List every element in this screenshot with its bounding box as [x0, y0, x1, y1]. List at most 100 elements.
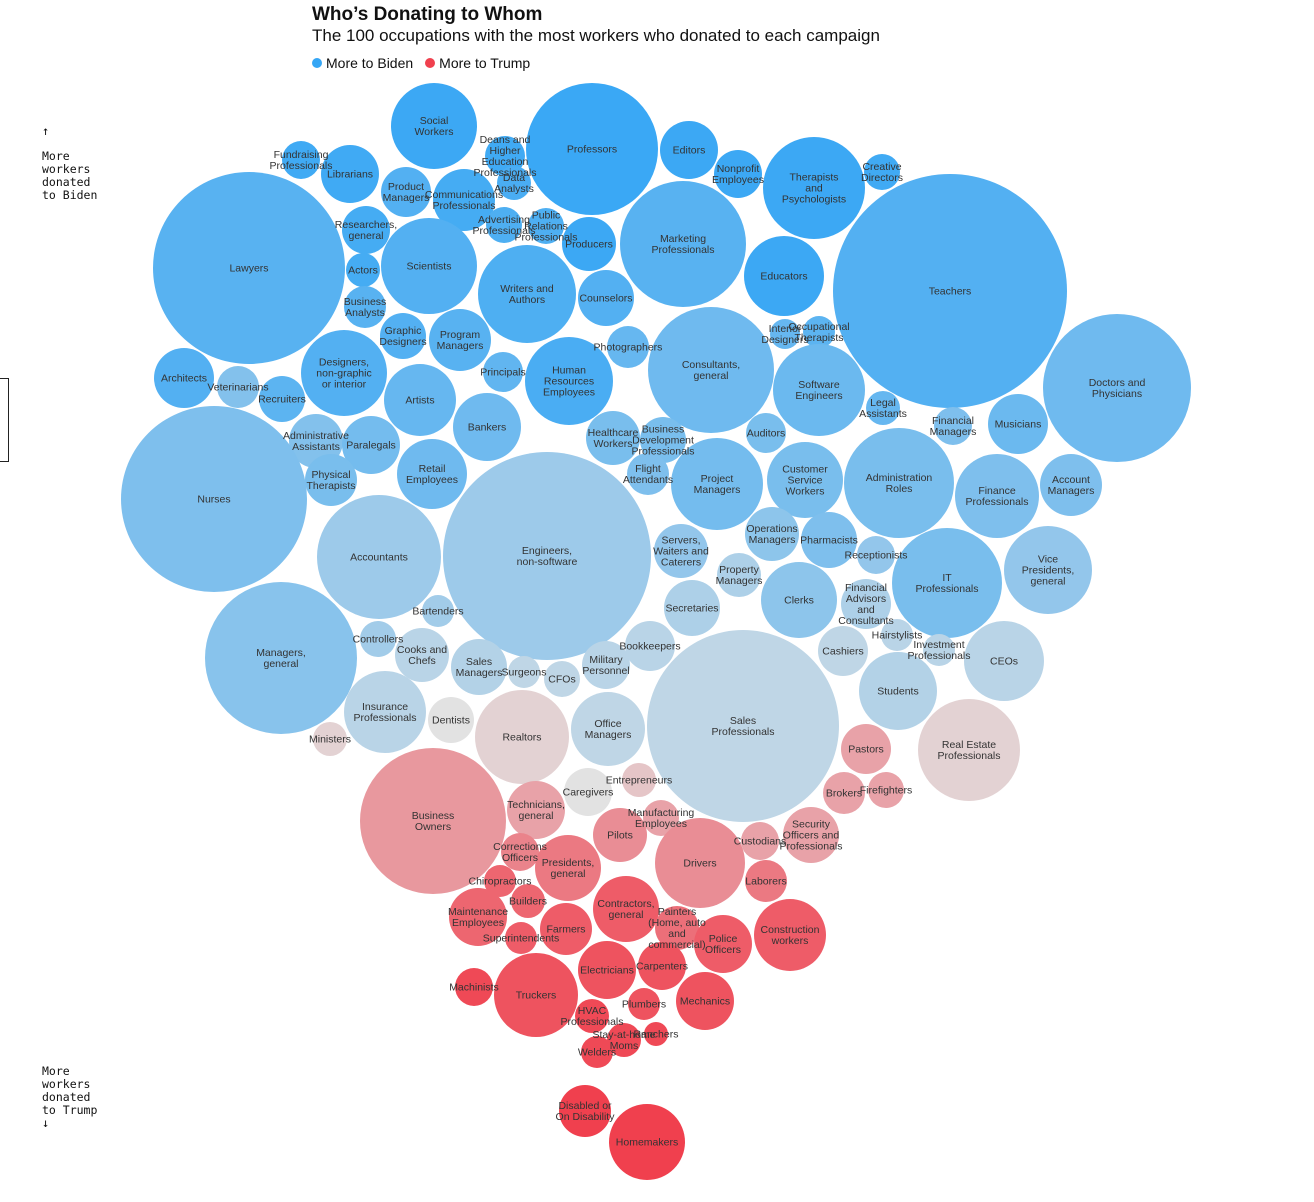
bubble-homemakers[interactable] — [609, 1104, 685, 1180]
bubble-photographers[interactable] — [607, 326, 649, 368]
bubble-occupational-therapists[interactable] — [803, 316, 835, 348]
bubble-finance-professionals[interactable] — [955, 454, 1039, 538]
bubble-auditors[interactable] — [746, 413, 786, 453]
bubble-program-managers[interactable] — [429, 309, 491, 371]
bubble-property-managers[interactable] — [717, 553, 761, 597]
bubble-architects[interactable] — [154, 348, 214, 408]
bubble-therapists-and-psychologists[interactable] — [763, 137, 865, 239]
bubble-interior-designers[interactable] — [770, 319, 800, 349]
bubble-plumbers[interactable] — [628, 988, 660, 1020]
bubble-artists[interactable] — [384, 364, 456, 436]
bubble-real-estate-professionals[interactable] — [918, 699, 1020, 801]
bubble-data-analysts[interactable] — [497, 166, 531, 200]
bubble-human-resources-employees[interactable] — [525, 337, 613, 425]
bubble-customer-service-workers[interactable] — [767, 442, 843, 518]
bubble-scientists[interactable] — [381, 218, 477, 314]
bubble-chiropractors[interactable] — [484, 865, 516, 897]
bubble-custodians[interactable] — [741, 822, 779, 860]
bubble-controllers[interactable] — [360, 621, 396, 657]
bubble-designers-non-graphic-or-interior[interactable] — [301, 330, 387, 416]
bubble-producers[interactable] — [562, 217, 616, 271]
bubble-construction-workers[interactable] — [754, 899, 826, 971]
bubble-sales-professionals[interactable] — [647, 630, 839, 822]
bubble-engineers-non-software[interactable] — [443, 452, 651, 660]
bubble-actors[interactable] — [346, 253, 380, 287]
bubble-technicians-general[interactable] — [507, 781, 565, 839]
bubble-ceos[interactable] — [964, 621, 1044, 701]
bubble-caregivers[interactable] — [564, 768, 612, 816]
bubble-bartenders[interactable] — [422, 595, 454, 627]
bubble-writers-and-authors[interactable] — [478, 245, 576, 343]
bubble-truckers[interactable] — [494, 953, 578, 1037]
bubble-entrepreneurs[interactable] — [622, 763, 656, 797]
bubble-communications-professionals[interactable] — [433, 169, 495, 231]
bubble-retail-employees[interactable] — [397, 439, 467, 509]
bubble-drivers[interactable] — [655, 818, 745, 908]
bubble-builders[interactable] — [511, 884, 545, 918]
bubble-electricians[interactable] — [578, 941, 636, 999]
bubble-secretaries[interactable] — [664, 580, 720, 636]
bubble-product-managers[interactable] — [381, 167, 431, 217]
bubble-managers-general[interactable] — [205, 582, 357, 734]
bubble-flight-attendants[interactable] — [627, 453, 669, 495]
bubble-pharmacists[interactable] — [801, 512, 857, 568]
bubble-advertising-professionals[interactable] — [486, 207, 522, 243]
bubble-hvac-professionals[interactable] — [575, 999, 609, 1033]
bubble-bankers[interactable] — [453, 393, 521, 461]
bubble-brokers[interactable] — [823, 772, 865, 814]
bubble-hairstylists[interactable] — [881, 619, 913, 651]
bubble-software-engineers[interactable] — [773, 344, 865, 436]
bubble-veterinarians[interactable] — [217, 366, 259, 408]
bubble-physical-therapists[interactable] — [305, 454, 357, 506]
bubble-painters-home-auto-and-commercial[interactable] — [655, 906, 699, 950]
bubble-insurance-professionals[interactable] — [344, 671, 426, 753]
bubble-lawyers[interactable] — [153, 172, 345, 364]
bubble-business-development-professionals[interactable] — [640, 417, 686, 463]
bubble-presidents-general[interactable] — [535, 835, 601, 901]
bubble-business-analysts[interactable] — [344, 286, 386, 328]
bubble-police-officers[interactable] — [694, 915, 752, 973]
bubble-recruiters[interactable] — [259, 376, 305, 422]
bubble-cashiers[interactable] — [818, 626, 868, 676]
bubble-contractors-general[interactable] — [593, 876, 659, 942]
bubble-counselors[interactable] — [578, 270, 634, 326]
bubble-financial-managers[interactable] — [934, 407, 972, 445]
bubble-healthcare-workers[interactable] — [586, 411, 640, 465]
bubble-cooks-and-chefs[interactable] — [395, 628, 449, 682]
bubble-welders[interactable] — [581, 1036, 613, 1068]
bubble-ranchers[interactable] — [644, 1022, 668, 1046]
bubble-sales-managers[interactable] — [451, 639, 507, 695]
bubble-vice-presidents-general[interactable] — [1004, 526, 1092, 614]
bubble-consultants-general[interactable] — [648, 307, 774, 433]
bubble-mechanics[interactable] — [676, 972, 734, 1030]
bubble-legal-assistants[interactable] — [866, 391, 900, 425]
bubble-security-officers-and-professionals[interactable] — [783, 807, 839, 863]
bubble-receptionists[interactable] — [857, 536, 895, 574]
bubble-principals[interactable] — [483, 352, 523, 392]
bubble-project-managers[interactable] — [671, 438, 763, 530]
bubble-accountants[interactable] — [317, 495, 441, 619]
bubble-ministers[interactable] — [313, 722, 347, 756]
bubble-paralegals[interactable] — [342, 416, 400, 474]
bubble-servers-waiters-and-caterers[interactable] — [654, 524, 708, 578]
bubble-office-managers[interactable] — [571, 692, 645, 766]
bubble-graphic-designers[interactable] — [380, 313, 426, 359]
bubble-investment-professionals[interactable] — [923, 634, 955, 666]
bubble-laborers[interactable] — [745, 860, 787, 902]
bubble-surgeons[interactable] — [508, 656, 540, 688]
bubble-superintendents[interactable] — [505, 922, 537, 954]
bubble-teachers[interactable] — [833, 174, 1067, 408]
bubble-fundraising-professionals[interactable] — [282, 141, 320, 179]
bubble-social-workers[interactable] — [391, 83, 477, 169]
bubble-financial-advisors-and-consultants[interactable] — [841, 579, 891, 629]
bubble-musicians[interactable] — [988, 394, 1048, 454]
bubble-marketing-professionals[interactable] — [620, 181, 746, 307]
bubble-bookkeepers[interactable] — [625, 621, 675, 671]
bubble-creative-directors[interactable] — [864, 154, 900, 190]
bubble-pilots[interactable] — [593, 808, 647, 862]
bubble-pastors[interactable] — [841, 724, 891, 774]
bubble-nurses[interactable] — [121, 406, 307, 592]
bubble-educators[interactable] — [744, 236, 824, 316]
bubble-business-owners[interactable] — [360, 748, 506, 894]
bubble-doctors-and-physicians[interactable] — [1043, 314, 1191, 462]
